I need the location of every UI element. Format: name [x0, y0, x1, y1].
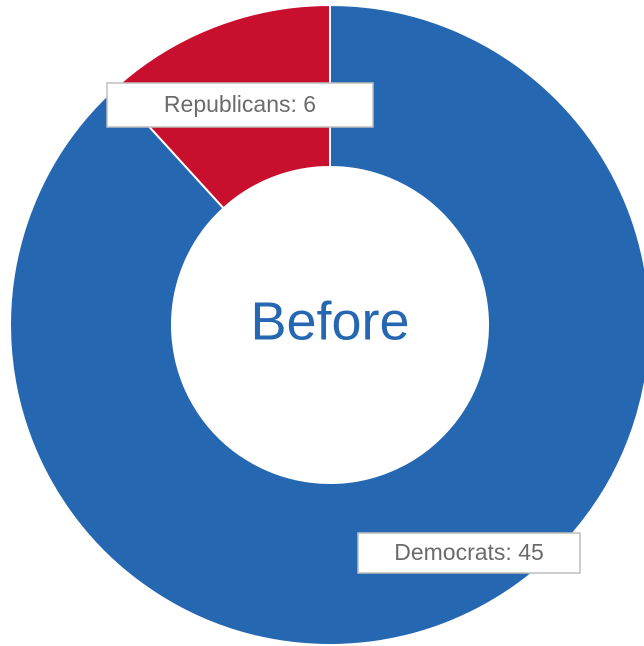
- data-label-democrats: Democrats: 45: [357, 532, 581, 574]
- data-label-republicans: Republicans: 6: [106, 82, 374, 128]
- center-label: Before: [250, 291, 409, 351]
- data-label-box: [106, 82, 374, 128]
- data-labels-group: Democrats: 45 Republicans: 6: [106, 82, 581, 574]
- data-label-text: Republicans: 6: [164, 91, 316, 117]
- data-label-box: [357, 532, 581, 574]
- data-label-text: Democrats: 45: [394, 539, 544, 565]
- slice-democrats: [8, 3, 644, 646]
